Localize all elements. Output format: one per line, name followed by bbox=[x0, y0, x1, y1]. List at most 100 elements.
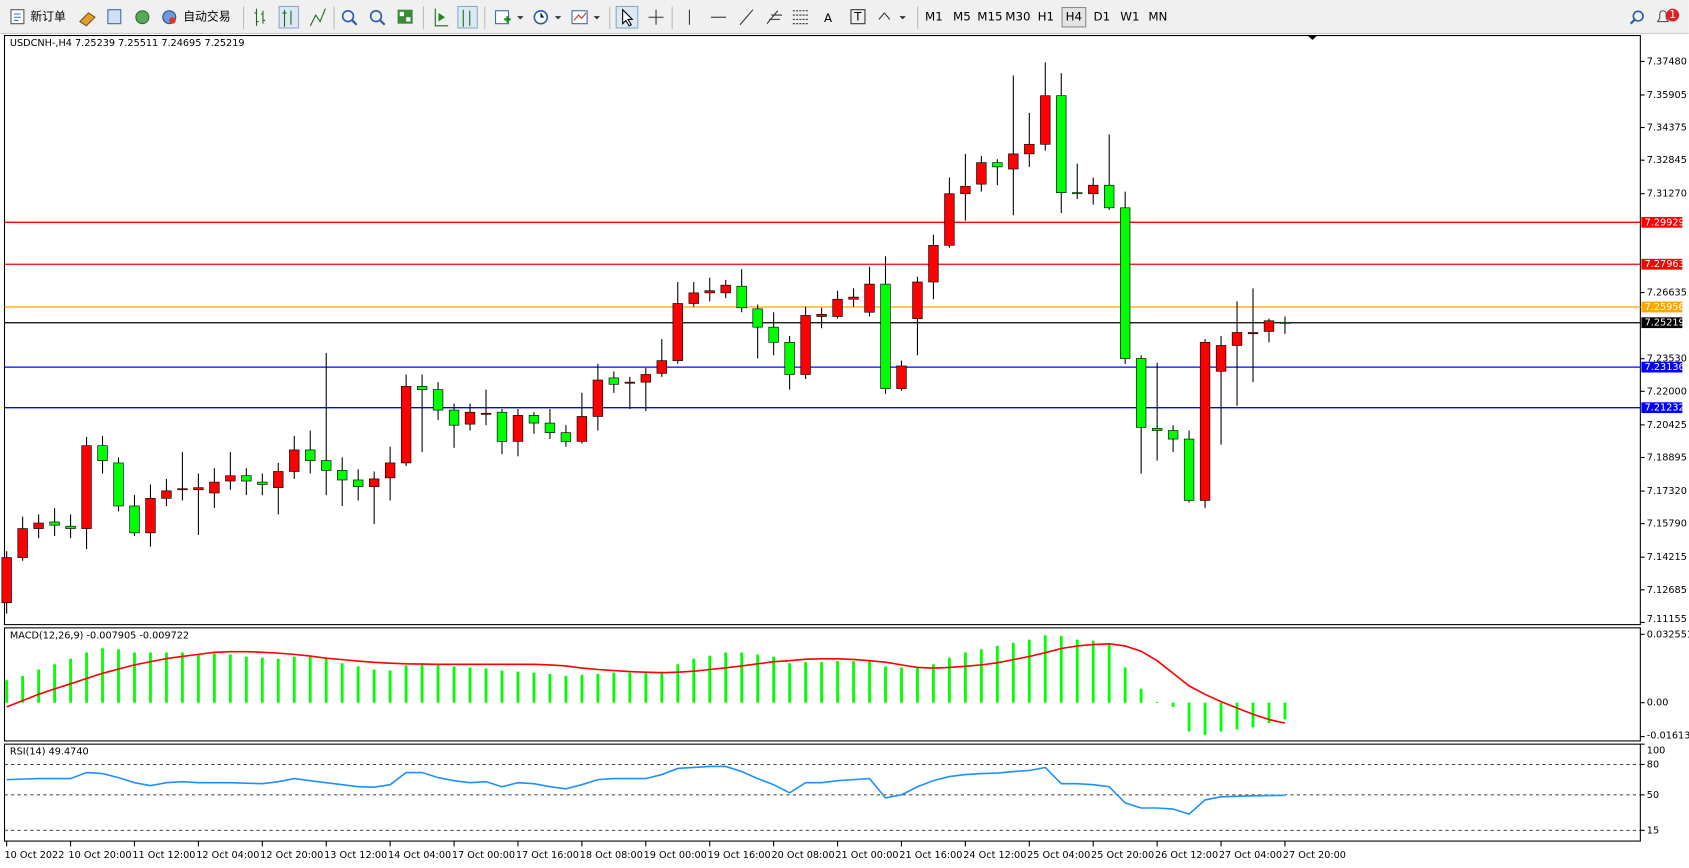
timeframe-button[interactable]: M1 bbox=[925, 10, 943, 24]
histogram-bar bbox=[756, 654, 760, 703]
price-panel bbox=[3, 34, 1641, 626]
histogram-bar bbox=[1155, 702, 1159, 703]
macd-signal: -0.009722 bbox=[139, 630, 189, 641]
histogram-bar bbox=[1219, 702, 1223, 732]
new-order-label: 新订单 bbox=[30, 10, 66, 24]
histogram-bar bbox=[1171, 702, 1175, 707]
y-tick-label: 7.18895 bbox=[1647, 452, 1687, 463]
timeframe-button[interactable]: M30 bbox=[1005, 10, 1030, 24]
candle-body bbox=[1072, 192, 1083, 195]
timeframe-button[interactable]: M5 bbox=[953, 10, 971, 24]
timeframe-button[interactable]: W1 bbox=[1120, 10, 1139, 24]
chart-shift-marker bbox=[1307, 35, 1318, 40]
histogram-bar bbox=[708, 655, 712, 703]
timeframe-label: M5 bbox=[953, 10, 971, 24]
timeframe-button[interactable]: MN bbox=[1148, 10, 1167, 24]
macd-header: MACD(12,26,9) -0.007905 -0.009722 bbox=[10, 630, 189, 641]
y-tick-label: 7.12685 bbox=[1647, 585, 1687, 596]
histogram-bar bbox=[53, 664, 56, 703]
candle-body bbox=[193, 487, 204, 491]
histogram-bar bbox=[852, 661, 855, 703]
candle-body bbox=[784, 341, 795, 375]
y-tick-label: -0.016137 bbox=[1647, 731, 1689, 742]
x-tick-label: 25 Oct 04:00 bbox=[1027, 850, 1090, 861]
y-tick-label: 7.11155 bbox=[1647, 614, 1687, 625]
y-tick-label: 7.34375 bbox=[1647, 123, 1687, 134]
candle-body bbox=[912, 281, 923, 319]
histogram-bar bbox=[1075, 639, 1079, 703]
candle-body bbox=[400, 386, 412, 464]
histogram-bar bbox=[868, 659, 871, 703]
candle-body bbox=[1, 557, 12, 604]
histogram-bar bbox=[133, 652, 136, 703]
histogram-bar bbox=[692, 658, 696, 703]
y-tick-label: 7.14215 bbox=[1647, 552, 1687, 563]
notification-badge[interactable]: 1 bbox=[1669, 8, 1676, 21]
histogram-bar bbox=[1267, 702, 1271, 724]
y-tick-label: 100 bbox=[1647, 746, 1666, 757]
candle-body bbox=[81, 445, 92, 529]
histogram-bar bbox=[21, 676, 25, 703]
histogram-bar bbox=[260, 657, 264, 703]
timeframe-label: W1 bbox=[1120, 10, 1139, 24]
histogram-bar bbox=[628, 672, 632, 703]
x-tick-label: 27 Oct 20:00 bbox=[1283, 850, 1346, 861]
histogram-bar bbox=[181, 652, 184, 703]
candle-body bbox=[1056, 95, 1067, 193]
histogram-bar bbox=[308, 655, 312, 703]
timeframe-label: M15 bbox=[977, 10, 1002, 24]
candle-body bbox=[528, 415, 540, 424]
histogram-bar bbox=[372, 669, 376, 703]
timeframe-button[interactable]: M15 bbox=[977, 10, 1002, 24]
candle-body bbox=[161, 490, 172, 499]
candle-body bbox=[17, 528, 28, 558]
price-level-tag bbox=[1641, 301, 1683, 313]
candle-body bbox=[544, 422, 556, 433]
price-header: USDCNH-,H4 7.25239 7.25511 7.24695 7.252… bbox=[10, 38, 245, 49]
candle-body bbox=[592, 379, 604, 417]
histogram-bar bbox=[644, 672, 648, 703]
candle-body bbox=[1199, 341, 1211, 501]
histogram-bar bbox=[900, 667, 903, 703]
candle-body bbox=[368, 478, 380, 487]
price-level-tag bbox=[1641, 258, 1683, 270]
histogram-bar bbox=[979, 649, 983, 703]
text-tool[interactable]: A bbox=[824, 11, 832, 25]
auto-trading-button[interactable]: 自动交易 bbox=[168, 10, 230, 24]
timeframe-label: H4 bbox=[1066, 10, 1082, 24]
histogram-bar bbox=[1091, 640, 1095, 703]
histogram-bar bbox=[1203, 702, 1207, 735]
price-level-label: 7.27963 bbox=[1645, 259, 1685, 270]
histogram-bar bbox=[228, 654, 232, 703]
price-level-tag bbox=[1641, 402, 1683, 414]
new-order-button[interactable]: 新订单 bbox=[10, 9, 66, 25]
candle-body bbox=[848, 296, 859, 300]
candle-body bbox=[305, 449, 316, 461]
symbol: USDCNH-,H4 bbox=[10, 38, 72, 49]
candle-body bbox=[560, 432, 572, 442]
candle-body bbox=[33, 522, 44, 529]
candle-body bbox=[1040, 95, 1051, 145]
candle-body bbox=[736, 285, 747, 309]
histogram-bar bbox=[564, 676, 568, 703]
price-level-tag bbox=[1641, 317, 1683, 329]
candle-body bbox=[624, 381, 635, 384]
histogram-bar bbox=[516, 671, 520, 703]
histogram-bar bbox=[500, 670, 504, 703]
candle-body bbox=[416, 386, 428, 390]
candle-body bbox=[1231, 332, 1243, 346]
timeframe-button[interactable]: H1 bbox=[1038, 10, 1054, 24]
label-tool[interactable]: T bbox=[853, 10, 862, 24]
y-tick-label: 7.35905 bbox=[1647, 90, 1687, 101]
timeframe-bar: M1 M5 M15 M30 H1 H4 D1 W1 MN bbox=[925, 7, 1167, 28]
histogram-bar bbox=[117, 649, 120, 703]
high: 7.25511 bbox=[118, 38, 158, 49]
timeframe-button[interactable]: H4 bbox=[1061, 7, 1087, 28]
histogram-bar bbox=[788, 663, 792, 703]
timeframe-button[interactable]: D1 bbox=[1094, 10, 1111, 24]
histogram-bar bbox=[772, 656, 776, 703]
x-tick-label: 19 Oct 00:00 bbox=[644, 850, 707, 861]
candle-body bbox=[720, 284, 731, 294]
candle-body bbox=[640, 374, 651, 383]
